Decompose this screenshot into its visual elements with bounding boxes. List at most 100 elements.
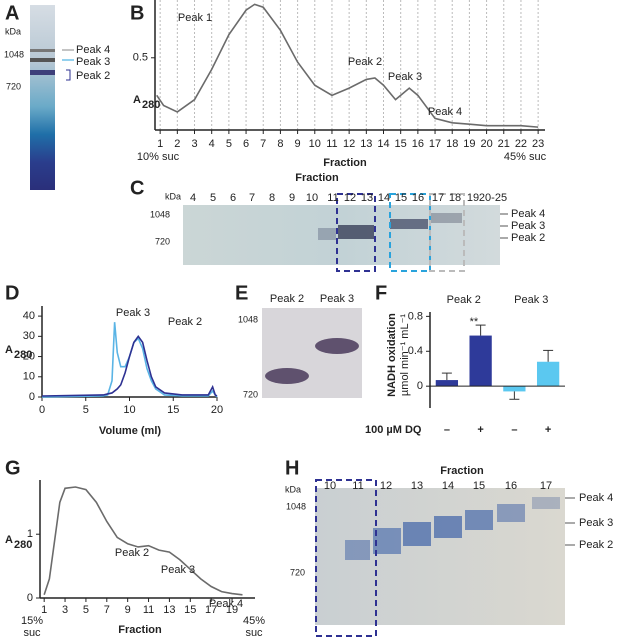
band-label: Peak 3 [76,56,110,68]
x-tick-label: 6 [243,138,249,150]
x-tick-label: 0 [39,404,45,416]
marker: 720 [243,389,258,399]
selection-box [429,193,465,272]
y-tick-label: 20 [23,350,35,362]
lane-label: 5 [210,192,216,204]
x-tick-label: 17 [429,138,441,150]
band [465,510,493,530]
bar [435,380,459,387]
x-tick-label: 11 [326,138,337,150]
annotation: 45% [243,615,265,627]
x-tick-label: 22 [515,138,527,150]
annotation: 10% suc [137,151,180,163]
x-tick-label: 19 [463,138,475,150]
band [373,528,401,554]
lane-label: 10 [306,192,318,204]
band [30,58,55,62]
x-tick-label: 10 [309,138,321,150]
lane-label: 16 [505,480,517,492]
lane-label: 13 [361,192,373,204]
bracket [66,69,71,81]
marker: 720 [155,236,170,246]
annotation: Peak 4 [428,106,462,118]
x-tick-label: 13 [163,604,175,616]
y-axis-title: A [5,534,13,546]
band [430,213,462,223]
lane-label: 17 [540,480,552,492]
y-tick-label: 0 [29,391,35,403]
lane-label: 6 [230,192,236,204]
lane-label: 15 [473,480,485,492]
x-tick-label: 1 [157,138,163,150]
bar [469,335,492,387]
y-axis-title: A [5,344,13,356]
annotation: Peak 2 [348,56,382,68]
band [338,225,374,239]
selection-box [336,193,376,272]
panel-letter: B [130,2,144,24]
x-tick-label: 15 [395,138,407,150]
x-tick-label: 9 [295,138,301,150]
kda-label: kDa [165,191,181,201]
lane-label: 17 [432,192,444,204]
panel-letter: H [285,457,299,479]
bar [503,386,526,392]
group-label: Peak 3 [514,294,548,306]
y-tick-label: 40 [23,310,35,322]
x-axis-title: Fraction [323,157,367,169]
x-tick-label: – [511,424,517,436]
band [532,497,560,509]
x-axis-title: Volume (ml) [99,425,161,437]
annotation: suc [245,627,263,639]
lane-label: 15 [395,192,407,204]
lane-label: 11 [327,192,338,204]
lane-label: 11 [352,480,363,492]
x-tick-label: 7 [104,604,110,616]
x-tick-label: 3 [191,138,197,150]
lane-label: 12 [380,480,392,492]
series-label: Peak 2 [168,316,202,328]
lane-label: 14 [378,192,390,204]
x-tick-label: 1 [41,604,47,616]
lane-label: 7 [249,192,255,204]
lane-label: 13 [411,480,423,492]
y-tick-label: 1 [27,528,33,540]
x-tick-label: 13 [360,138,372,150]
band [497,504,525,522]
band-label: Peak 3 [579,517,613,529]
lane-label: 20-25 [479,192,507,204]
x-tick-label: 15 [184,604,196,616]
panel-letter: E [235,282,248,304]
x-tick-label: – [444,424,450,436]
y-tick-label: 0 [27,592,33,604]
lane-labels: 10 11 12 13 14 15 16 17 [324,480,552,492]
x-tick-label: 20 [480,138,492,150]
lane-labels: 4 5 6 7 8 9 10 11 12 13 14 15 16 17 18 19 20-25 [190,192,507,204]
marker: 1048 [238,314,258,324]
x-tick-label: 9 [125,604,131,616]
annotation: Peak 1 [178,12,212,24]
band [345,540,370,560]
y-tick-label: 0.4 [408,345,423,357]
band [315,338,359,354]
annotation: suc [23,627,41,639]
panel-letter: G [5,457,21,479]
x-tick-label: + [477,424,483,436]
annotation: 15% [21,615,43,627]
panel-letter: F [375,282,387,304]
x-tick-label: 14 [377,138,389,150]
y-tick-label: 10 [23,371,35,383]
annotation: Peak 3 [161,564,195,576]
annotation: Peak 3 [388,71,422,83]
y-axis-title-sub: 280 [14,539,32,551]
x-tick-label: + [545,424,551,436]
panel-letter: C [130,177,144,199]
band [403,522,431,546]
lane-label: 10 [324,480,336,492]
x-tick-label: 3 [62,604,68,616]
lane-label: 8 [269,192,275,204]
lane-title: Fraction [440,465,484,477]
band-label: Peak 2 [511,232,545,244]
marker: 1048 [150,209,170,219]
